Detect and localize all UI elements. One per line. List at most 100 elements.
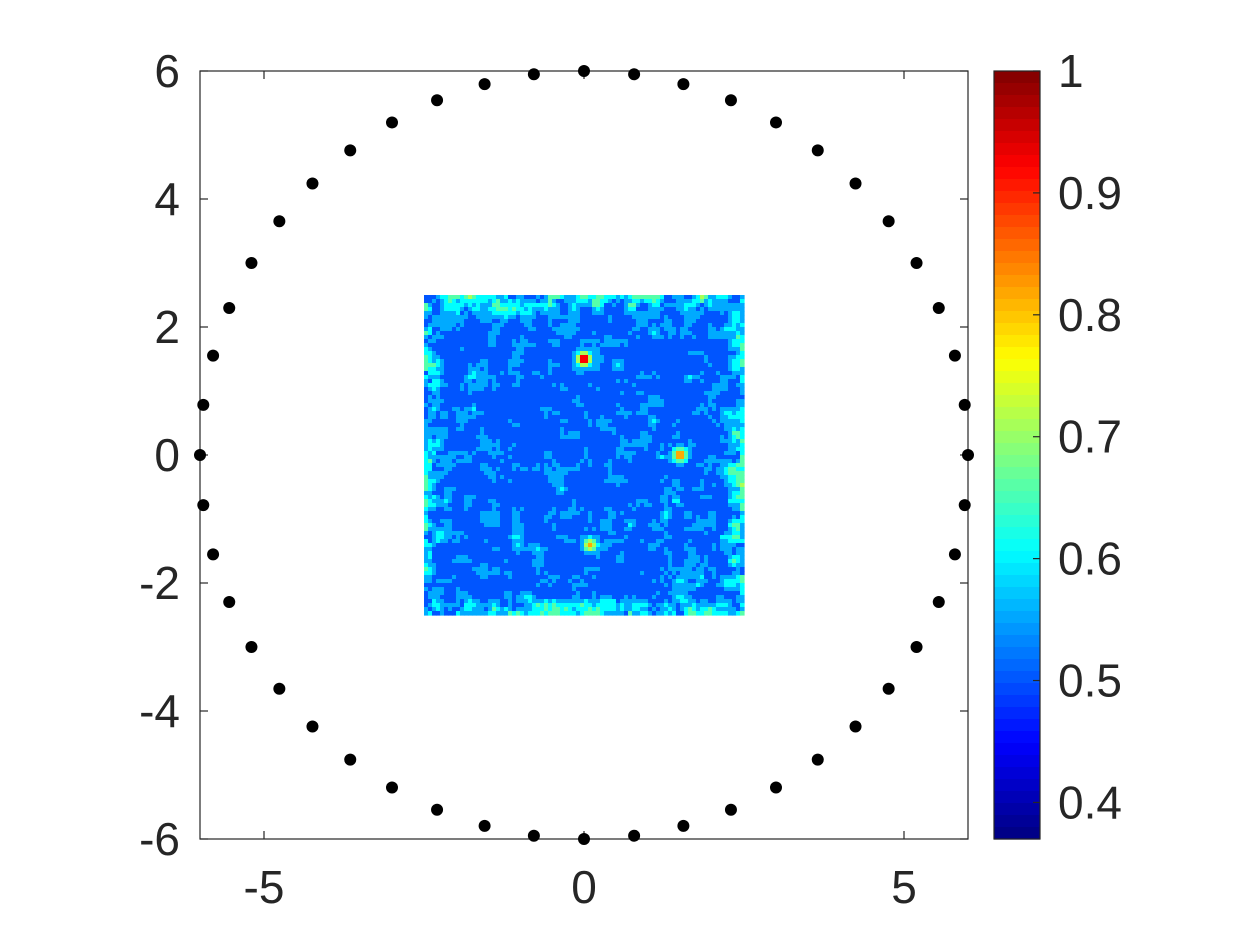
heatmap-cell — [676, 467, 681, 472]
heatmap-cell — [500, 395, 505, 400]
heatmap-cell — [652, 371, 657, 376]
heatmap-cell — [688, 419, 693, 424]
heatmap-cell — [600, 371, 605, 376]
heatmap-cell — [440, 327, 445, 332]
heatmap-cell — [568, 315, 573, 320]
heatmap-cell — [600, 379, 605, 384]
heatmap-cell — [460, 419, 465, 424]
heatmap-cell — [724, 315, 729, 320]
heatmap-cell — [652, 379, 657, 384]
heatmap-cell — [624, 295, 629, 300]
heatmap-cell — [728, 519, 733, 524]
heatmap-cell — [636, 527, 641, 532]
heatmap-cell — [688, 523, 693, 528]
heatmap-cell — [456, 459, 461, 464]
heatmap-cell — [728, 535, 733, 540]
heatmap-cell — [680, 419, 685, 424]
heatmap-cell — [448, 499, 453, 504]
heatmap-cell — [460, 435, 465, 440]
heatmap-cell — [648, 415, 653, 420]
heatmap-cell — [740, 347, 745, 352]
heatmap-cell — [460, 511, 465, 516]
heatmap-cell — [684, 363, 689, 368]
heatmap-cell — [588, 519, 593, 524]
heatmap-cell — [520, 367, 525, 372]
heatmap-cell — [668, 331, 673, 336]
heatmap-cell — [540, 363, 545, 368]
heatmap-cell — [500, 299, 505, 304]
heatmap-cell — [740, 463, 745, 468]
heatmap-cell — [576, 379, 581, 384]
heatmap-cell — [724, 323, 729, 328]
heatmap-cell — [708, 335, 713, 340]
heatmap-cell — [532, 507, 537, 512]
heatmap-cell — [624, 355, 629, 360]
heatmap-cell — [644, 519, 649, 524]
heatmap-cell — [536, 423, 541, 428]
heatmap-cell — [740, 479, 745, 484]
heatmap-cell — [536, 339, 541, 344]
heatmap-cell — [456, 491, 461, 496]
heatmap-cell — [736, 439, 741, 444]
heatmap-cell — [532, 407, 537, 412]
heatmap-cell — [436, 407, 441, 412]
heatmap-cell — [452, 395, 457, 400]
heatmap-cell — [512, 499, 517, 504]
heatmap-cell — [648, 339, 653, 344]
heatmap-cell — [452, 483, 457, 488]
heatmap-cell — [508, 539, 513, 544]
heatmap-cell — [620, 391, 625, 396]
heatmap-cell — [672, 327, 677, 332]
heatmap-cell — [476, 295, 481, 300]
heatmap-cell — [640, 407, 645, 412]
heatmap-cell — [552, 427, 557, 432]
heatmap-cell — [576, 539, 581, 544]
heatmap-cell — [632, 455, 637, 460]
heatmap-cell — [724, 303, 729, 308]
heatmap-cell — [712, 323, 717, 328]
heatmap-cell — [596, 303, 601, 308]
heatmap-cell — [736, 475, 741, 480]
heatmap-cell — [608, 383, 613, 388]
heatmap-cell — [624, 471, 629, 476]
heatmap-cell — [576, 307, 581, 312]
heatmap-cell — [660, 423, 665, 428]
heatmap-cell — [432, 531, 437, 536]
heatmap-cell — [732, 475, 737, 480]
heatmap-cell — [588, 399, 593, 404]
heatmap-cell — [548, 415, 553, 420]
heatmap-cell — [732, 339, 737, 344]
heatmap-cell — [436, 543, 441, 548]
heatmap-cell — [704, 355, 709, 360]
heatmap-cell — [728, 307, 733, 312]
heatmap-cell — [568, 395, 573, 400]
heatmap-cell — [556, 523, 561, 528]
heatmap-cell — [660, 387, 665, 392]
heatmap-cell — [612, 371, 617, 376]
heatmap-cell — [516, 419, 521, 424]
heatmap-cell — [592, 395, 597, 400]
heatmap-cell — [724, 431, 729, 436]
heatmap-cell — [528, 491, 533, 496]
heatmap-cell — [684, 435, 689, 440]
heatmap-cell — [580, 527, 585, 532]
heatmap-cell — [436, 355, 441, 360]
heatmap-cell — [704, 487, 709, 492]
heatmap-cell — [628, 339, 633, 344]
heatmap-cell — [732, 303, 737, 308]
heatmap-cell — [688, 391, 693, 396]
heatmap-cell — [692, 495, 697, 500]
heatmap-cell — [512, 343, 517, 348]
heatmap-cell — [512, 427, 517, 432]
heatmap-cell — [672, 471, 677, 476]
heatmap-cell — [576, 443, 581, 448]
heatmap-cell — [452, 435, 457, 440]
heatmap-cell — [588, 359, 593, 364]
heatmap-cell — [440, 395, 445, 400]
heatmap-cell — [668, 471, 673, 476]
heatmap-cell — [512, 527, 517, 532]
heatmap-cell — [704, 423, 709, 428]
heatmap-cell — [620, 343, 625, 348]
heatmap-cell — [636, 303, 641, 308]
heatmap-cell — [564, 295, 569, 300]
